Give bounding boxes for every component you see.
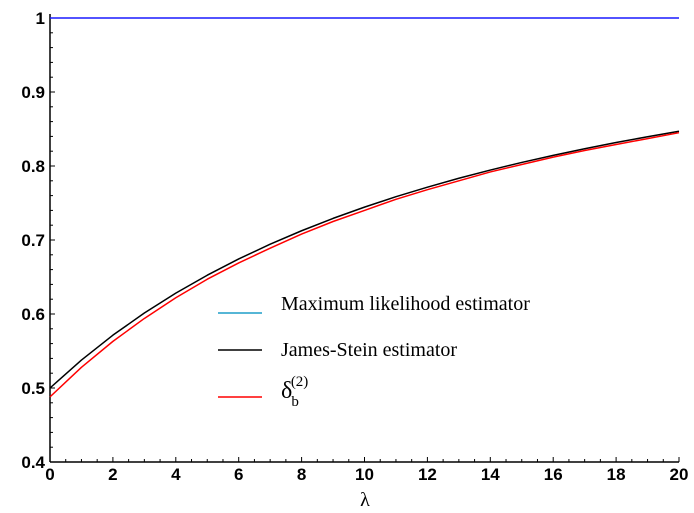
x-tick-label: 8	[297, 465, 306, 484]
y-tick-label: 0.8	[21, 157, 45, 176]
y-tick-label: 0.7	[21, 231, 45, 250]
legend-label-delta-b2: δb(2)	[281, 374, 308, 410]
legend-label-delta-sup: (2)	[291, 374, 309, 390]
x-tick-label: 18	[607, 465, 626, 484]
y-tick-label: 0.6	[21, 305, 45, 324]
x-tick-label: 2	[108, 465, 117, 484]
y-tick-label: 0.5	[21, 379, 45, 398]
x-tick-label: 20	[670, 465, 689, 484]
y-tick-label: 1	[36, 9, 45, 28]
x-axis-title: λ	[360, 489, 370, 511]
x-tick-label: 16	[544, 465, 563, 484]
legend-label-james-stein: James-Stein estimator	[281, 339, 457, 361]
x-tick-label: 4	[171, 465, 181, 484]
legend: Maximum likelihood estimator James-Stein…	[218, 293, 530, 410]
legend-label-delta-sub: b	[291, 394, 299, 410]
x-tick-label: 0	[45, 465, 54, 484]
x-tick-label: 6	[234, 465, 243, 484]
y-tick-label: 0.9	[21, 83, 45, 102]
x-tick-label: 10	[355, 465, 374, 484]
x-tick-label: 12	[418, 465, 437, 484]
legend-label-mle: Maximum likelihood estimator	[281, 293, 530, 315]
axes: 0.40.50.60.70.80.910 2 4 6 8 10 12 14 16 18 20	[21, 9, 688, 484]
y-tick-label: 0.4	[21, 453, 45, 472]
x-tick-label: 14	[481, 465, 500, 484]
